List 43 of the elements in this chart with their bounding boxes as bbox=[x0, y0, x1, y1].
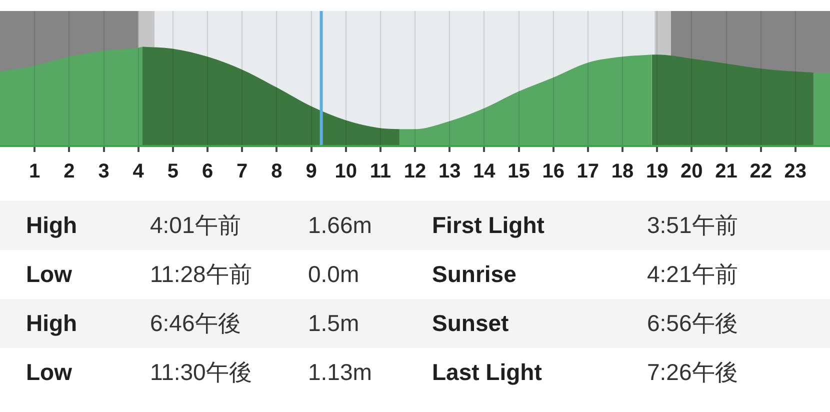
x-tick-label: 23 bbox=[784, 160, 807, 183]
text: Low bbox=[26, 260, 72, 289]
x-tick-label: 17 bbox=[576, 160, 600, 183]
text: 1.66m bbox=[308, 211, 372, 240]
x-tick-label: 15 bbox=[508, 160, 530, 183]
x-tick-label: 9 bbox=[306, 160, 317, 183]
x-tick-label: 8 bbox=[271, 160, 282, 183]
text: 1.5m bbox=[308, 309, 360, 338]
text: 11:30午後 bbox=[150, 358, 252, 387]
x-tick-label: 19 bbox=[646, 160, 668, 183]
text: 1.13m bbox=[308, 358, 372, 387]
x-tick-label: 14 bbox=[473, 160, 496, 183]
text: 4:01午前 bbox=[150, 211, 241, 240]
x-tick-label: 13 bbox=[438, 160, 461, 183]
text: 4:21午前 bbox=[647, 260, 738, 289]
text: 6:56午後 bbox=[647, 309, 738, 338]
x-tick-label: 5 bbox=[167, 160, 178, 183]
x-tick-label: 11 bbox=[370, 160, 391, 183]
text: Sunset bbox=[432, 309, 509, 338]
x-tick-label: 10 bbox=[334, 160, 357, 183]
x-tick-label: 2 bbox=[64, 160, 75, 183]
x-tick-label: 18 bbox=[611, 160, 634, 183]
text: 6:46午後 bbox=[150, 309, 241, 338]
x-tick-label: 6 bbox=[202, 160, 214, 183]
x-tick-label: 21 bbox=[715, 160, 738, 183]
x-tick-label: 22 bbox=[750, 160, 772, 183]
text: Sunrise bbox=[432, 260, 516, 289]
text: First Light bbox=[432, 211, 544, 240]
text: 7:26午後 bbox=[647, 358, 738, 387]
x-tick-label: 16 bbox=[542, 160, 564, 183]
x-tick-label: 7 bbox=[236, 160, 248, 183]
x-tick-label: 4 bbox=[132, 160, 145, 183]
text: 11:28午前 bbox=[150, 260, 252, 289]
text: 3:51午前 bbox=[647, 211, 738, 240]
text: Low bbox=[26, 358, 72, 387]
x-tick-label: 12 bbox=[404, 160, 426, 183]
x-tick-label: 3 bbox=[98, 160, 110, 183]
text: High bbox=[26, 211, 78, 240]
text: High bbox=[26, 309, 78, 338]
text: 0.0m bbox=[308, 260, 360, 289]
x-tick-label: 20 bbox=[680, 160, 703, 183]
x-tick-label: 1 bbox=[29, 160, 40, 183]
text: Last Light bbox=[432, 358, 542, 387]
